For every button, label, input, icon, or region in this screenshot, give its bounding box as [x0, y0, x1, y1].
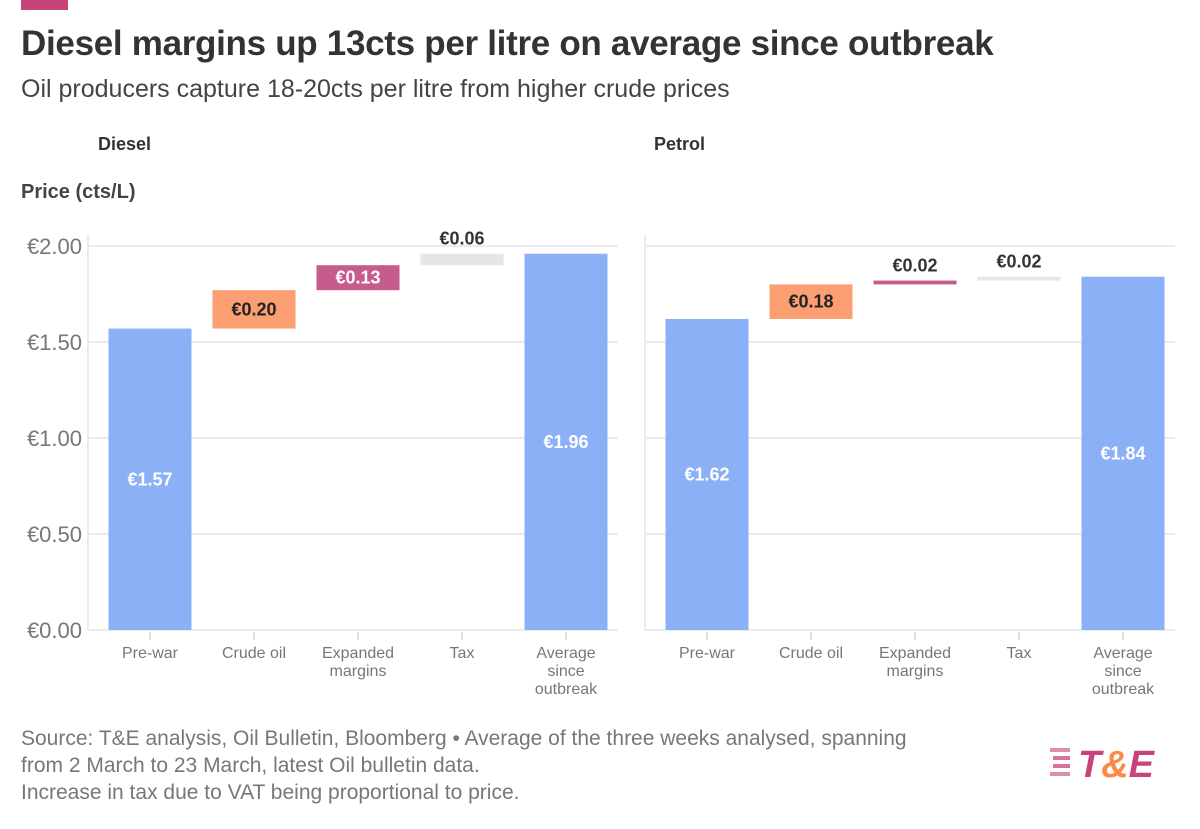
bar-total	[108, 328, 192, 630]
panel-title-petrol: Petrol	[654, 134, 706, 154]
y-axis-label: Price (cts/L)	[21, 181, 136, 203]
bar-margins	[873, 280, 957, 285]
y-tick-label: €1.50	[27, 330, 82, 355]
x-tick-label: Pre-war	[679, 645, 736, 662]
svg-text:T&E: T&E	[1078, 744, 1156, 782]
data-label: €1.96	[543, 432, 588, 452]
bar-crude	[769, 284, 853, 319]
x-tick-label: since	[547, 663, 584, 680]
chart-title: Diesel margins up 13cts per litre on ave…	[21, 24, 994, 63]
x-tick-label: Tax	[1007, 645, 1032, 662]
accent-bar	[21, 0, 68, 10]
source-line: from 2 March to 23 March, latest Oil bul…	[21, 754, 480, 777]
x-tick-label: Expanded	[879, 645, 951, 662]
x-tick-label: Expanded	[322, 645, 394, 662]
data-label: €1.57	[127, 469, 172, 489]
source-note: Source: T&E analysis, Oil Bulletin, Bloo…	[21, 725, 907, 806]
y-tick-label: €2.00	[27, 234, 82, 259]
chart-subtitle: Oil producers capture 18-20cts per litre…	[21, 75, 730, 103]
x-tick-label: margins	[330, 663, 387, 680]
data-label: €0.20	[231, 299, 276, 319]
panel-title-diesel: Diesel	[98, 134, 152, 154]
bar-tax	[420, 253, 504, 266]
x-tick-label: outbreak	[535, 681, 598, 698]
x-tick-label: Crude oil	[779, 645, 843, 662]
data-label: €0.02	[892, 256, 937, 276]
x-tick-label: outbreak	[1092, 681, 1155, 698]
bar-total	[524, 253, 608, 630]
x-tick-label: since	[1104, 663, 1141, 680]
bar-margins	[316, 265, 400, 291]
x-tick-label: Pre-war	[122, 645, 179, 662]
x-tick-label: Average	[536, 645, 595, 662]
bar-crude	[212, 290, 296, 329]
x-tick-label: margins	[887, 663, 944, 680]
y-tick-label: €1.00	[27, 426, 82, 451]
bar-total	[665, 318, 749, 630]
data-label: €0.02	[996, 252, 1041, 272]
x-tick-label: Average	[1093, 645, 1152, 662]
te-logo: T&E	[1050, 744, 1156, 782]
y-tick-label: €0.50	[27, 522, 82, 547]
data-label: €0.18	[788, 292, 833, 312]
source-line: Source: T&E analysis, Oil Bulletin, Bloo…	[21, 727, 907, 750]
data-label: €1.62	[684, 464, 729, 484]
bar-total	[1081, 276, 1165, 630]
y-tick-label: €0.00	[27, 618, 82, 643]
data-label: €1.84	[1100, 443, 1145, 463]
bar-tax	[977, 276, 1061, 281]
source-line: Increase in tax due to VAT being proport…	[21, 781, 520, 804]
x-tick-label: Crude oil	[222, 645, 286, 662]
data-label: €0.13	[335, 268, 380, 288]
x-tick-label: Tax	[450, 645, 475, 662]
data-label: €0.06	[439, 229, 484, 249]
